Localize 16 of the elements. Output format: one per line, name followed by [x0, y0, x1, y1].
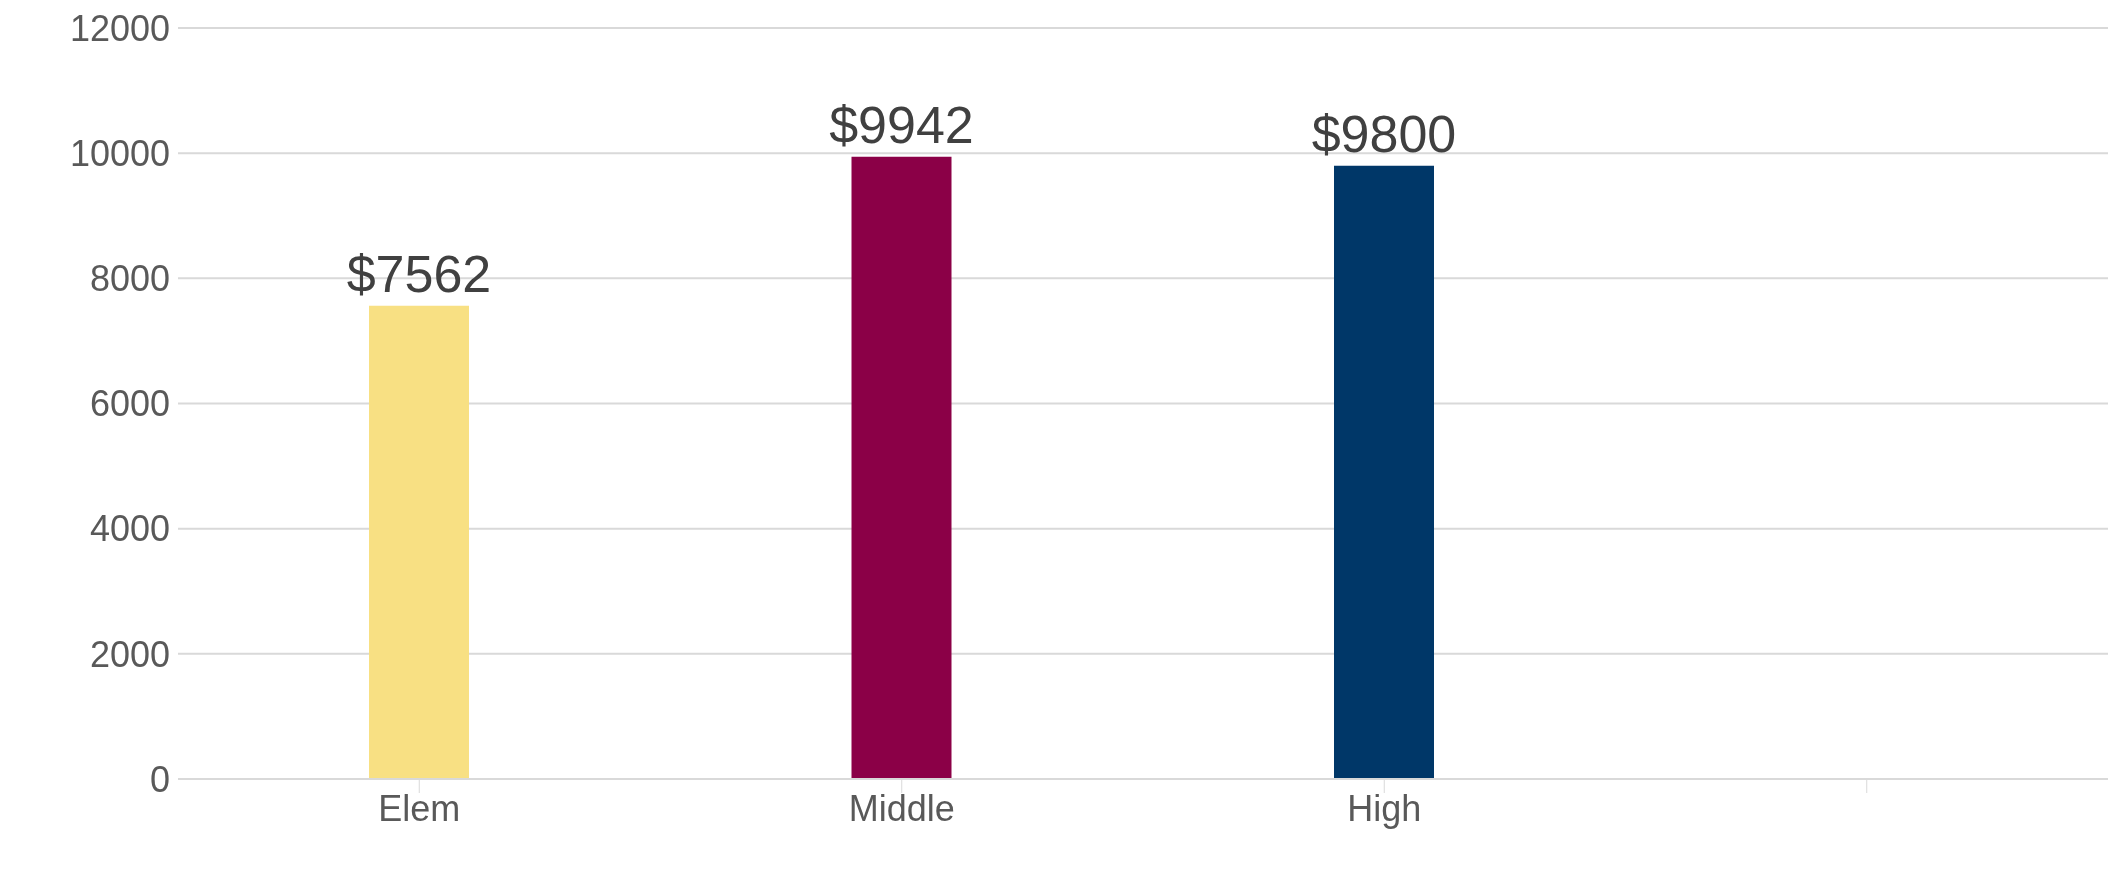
- data-label: $9800: [1311, 104, 1457, 163]
- y-tick-label: 12000: [69, 7, 170, 49]
- y-tick-label: 6000: [89, 383, 170, 425]
- x-tick-label: Elem: [378, 787, 461, 829]
- y-tick-label: 10000: [69, 132, 170, 174]
- y-tick-label: 4000: [89, 508, 170, 550]
- bar: [369, 305, 469, 779]
- bar: [1334, 165, 1434, 779]
- data-label: $9942: [829, 95, 974, 154]
- x-tick-label: Middle: [848, 787, 955, 829]
- y-tick-label: 2000: [89, 633, 170, 675]
- y-tick-label: 8000: [89, 258, 170, 300]
- x-tick-label: High: [1347, 787, 1422, 829]
- y-tick-label: 0: [149, 758, 170, 800]
- data-label: $7562: [346, 244, 492, 303]
- bar: [851, 156, 952, 779]
